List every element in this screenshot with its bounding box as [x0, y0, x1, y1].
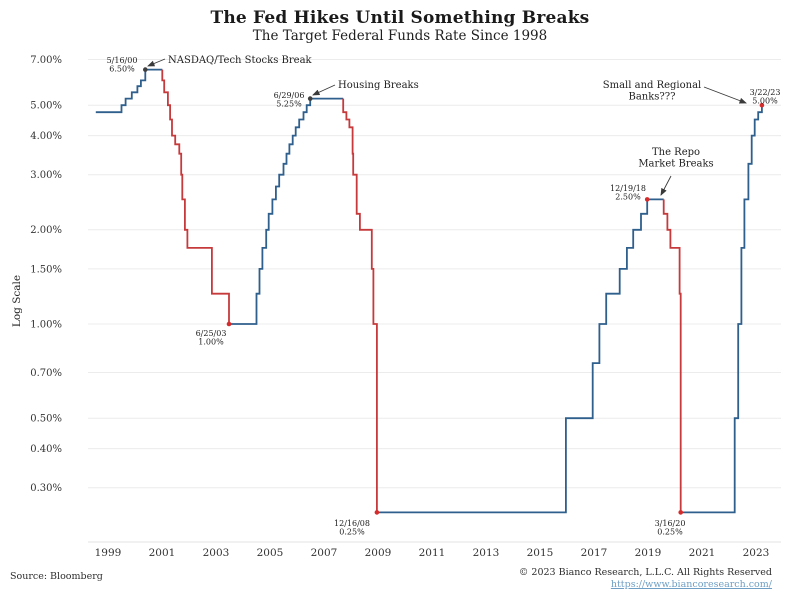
x-tick-label: 2013 [473, 547, 500, 559]
y-tick-label: 4.00% [30, 131, 62, 142]
y-tick-label: 0.40% [30, 444, 62, 455]
rate-step-line [95, 68, 763, 514]
x-tick-label: 1999 [95, 547, 122, 559]
y-tick-label: 0.30% [30, 483, 62, 494]
x-tick-label: 2007 [311, 547, 338, 559]
series-hikes-1999-2000 [95, 68, 163, 114]
y-tick-label: 0.70% [30, 368, 62, 379]
annotation-trough-2003-label: 6/25/03 1.00% [196, 329, 227, 347]
annotation-trough-2008-label: 12/16/08 0.25% [334, 519, 370, 537]
x-tick-label: 2023 [743, 547, 770, 559]
housing-breaks-arrow [312, 84, 336, 96]
x-tick-label: 2005 [257, 547, 284, 559]
y-tick-label: 7.00% [30, 55, 62, 66]
series-zero-era-and-hikes-2015-2018 [376, 198, 664, 514]
x-tick-label: 2017 [581, 547, 608, 559]
x-tick-label: 2021 [689, 547, 716, 559]
annotation-nasdaq-break: NASDAQ/Tech Stocks Break [168, 55, 313, 66]
annotation-peak-2018-label: 12/19/18 2.50% [610, 184, 646, 202]
y-tick-label: 0.50% [30, 414, 62, 425]
x-axis-tick-labels: 1999 2001 2003 2005 2007 2009 2011 2013 2015 2017… [95, 547, 770, 559]
y-tick-label: 1.50% [30, 264, 62, 275]
annotation-peak-2006-label: 6/29/06 5.25% [274, 91, 305, 109]
copyright-text: © 2023 Bianco Research, L.L.C. All Right… [518, 567, 772, 578]
y-tick-label: 1.00% [30, 319, 62, 330]
event-marker [678, 510, 683, 515]
annotation-trough-2020-label: 3/16/20 0.25% [655, 519, 686, 537]
source-note: Source: Bloomberg [10, 571, 103, 582]
chart-title: The Fed Hikes Until Something Breaks [210, 8, 590, 28]
footer: © 2023 Bianco Research, L.L.C. All Right… [519, 567, 772, 591]
series-cuts-2019-2020 [662, 199, 682, 513]
biancoresearch-link[interactable]: https://www.biancoresearch.com/ [610, 579, 772, 590]
series-cuts-2007-2008 [342, 98, 378, 513]
small-regional-banks-arrow [703, 86, 747, 104]
y-axis-tick-labels: 7.00% 5.00% 4.00% 3.00% 2.00% 1.50% 1.00% 0.70%… [30, 55, 62, 494]
x-tick-label: 2003 [203, 547, 230, 559]
x-tick-label: 2019 [635, 547, 662, 559]
event-markers [143, 67, 765, 515]
event-marker [226, 321, 232, 327]
y-tick-label: 3.00% [30, 170, 62, 181]
series-hikes-2004-2006 [229, 97, 344, 325]
gridlines [88, 59, 781, 543]
x-tick-label: 2009 [365, 547, 392, 559]
annotation-repo-market-breaks: The Repo Market Breaks [638, 147, 713, 170]
annotation-peak-2000-label: 5/16/00 6.50% [107, 56, 138, 74]
chart-subtitle: The Target Federal Funds Rate Since 1998 [252, 28, 548, 44]
annotation-housing-breaks: Housing Breaks [338, 80, 419, 91]
annotations: 5/16/00 6.50% NASDAQ/Tech Stocks Break 6/29… [107, 55, 781, 537]
annotation-small-regional-banks: Small and Regional Banks??? [603, 80, 702, 103]
x-tick-label: 2011 [419, 547, 446, 559]
x-tick-label: 2015 [527, 547, 554, 559]
event-marker [374, 510, 380, 515]
annotation-peak-2023-label: 3/22/23 5.00% [750, 88, 781, 106]
event-marker [644, 197, 650, 202]
event-marker [143, 67, 148, 72]
y-tick-label: 2.00% [30, 225, 62, 236]
nasdaq-break-arrow [147, 58, 166, 67]
event-marker [307, 96, 313, 101]
repo-market-breaks-arrow [660, 175, 672, 196]
series-cuts-2001-2003 [161, 69, 230, 324]
x-tick-label: 2001 [149, 547, 176, 559]
series-zero-era-and-hikes-2022-2023 [680, 105, 763, 514]
event-marker [759, 102, 765, 108]
y-tick-label: 5.00% [30, 101, 62, 112]
